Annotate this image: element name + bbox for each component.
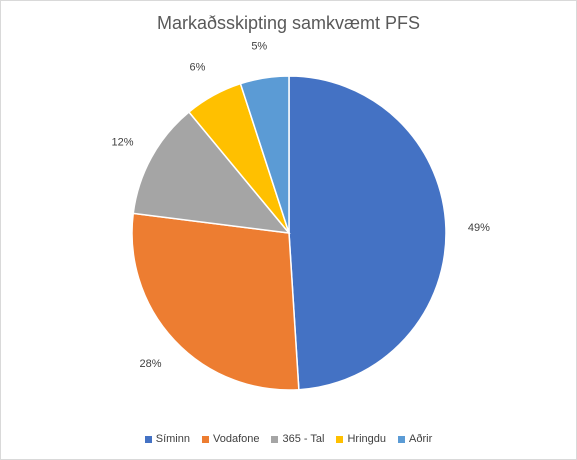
data-label: 12% [111,136,133,148]
legend: Síminn Vodafone 365 - Tal Hringdu Aðrir [1,433,576,445]
legend-swatch [201,435,209,443]
pie-slice-vodafone [131,212,300,391]
legend-label: 365 - Tal [282,433,325,445]
legend-swatch [336,435,344,443]
data-label: 28% [139,358,161,370]
legend-item: Síminn [144,433,190,445]
legend-label: Hringdu [347,433,387,445]
legend-label: Aðrir [409,433,433,445]
legend-label: Vodafone [212,433,260,445]
pie-slice-a-rir [239,75,290,234]
legend-item: Aðrir [398,433,432,445]
legend-swatch [398,435,406,443]
legend-swatch [144,435,152,443]
data-label: 6% [190,62,206,74]
legend-item: Hringdu [336,433,386,445]
pie-slice-s-minn [288,75,447,391]
legend-swatch [271,435,279,443]
pie-slice-365-tal [132,110,291,234]
chart-title: Markaðsskipting samkvæmt PFS [156,13,421,33]
legend-item: 365 - Tal [271,433,324,445]
legend-item: Vodafone [201,433,260,445]
pie-chart: 49% 28% 12% 6% 5% [111,40,490,391]
data-label: 49% [468,222,490,234]
data-label: 5% [251,40,267,52]
legend-label: Síminn [155,433,190,445]
